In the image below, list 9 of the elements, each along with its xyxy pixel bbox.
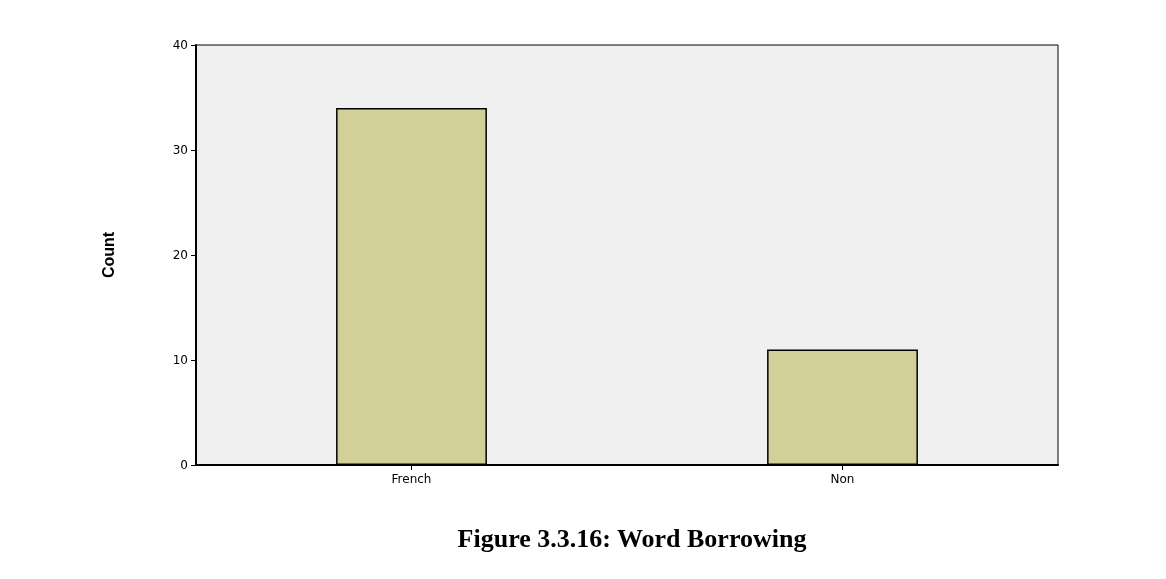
y-tick-label: 40 bbox=[172, 38, 188, 52]
text: Figure 3.3.16: Word Borrowing bbox=[457, 523, 807, 553]
x-tick-label: Non bbox=[830, 472, 855, 486]
y-tick-label: 30 bbox=[172, 143, 188, 157]
y-tick-label: 20 bbox=[172, 248, 188, 262]
y-tick-label: 10 bbox=[172, 353, 188, 367]
y-axis-title: Count bbox=[99, 231, 117, 279]
x-tick-label: French bbox=[391, 472, 432, 486]
y-tick-label: 0 bbox=[180, 458, 188, 472]
